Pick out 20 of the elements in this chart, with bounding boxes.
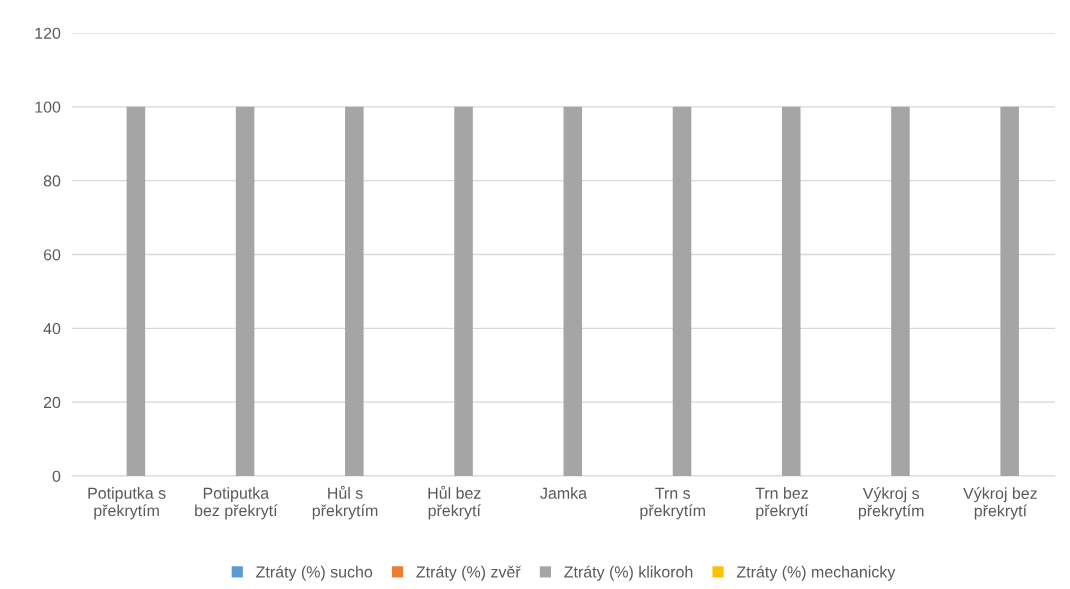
y-tick-label: 20: [43, 396, 61, 409]
x-tick-label: Trn s překrytím: [640, 487, 705, 520]
legend-label: Ztráty (%) zvěř: [416, 565, 521, 581]
y-tick-label: 120: [35, 27, 61, 39]
legend-label: Ztráty (%) sucho: [256, 565, 373, 581]
y-tick-label: 40: [43, 322, 61, 335]
legend-label: Ztráty (%) klikoroh: [564, 565, 693, 581]
x-tick-label: Výkroj bez překrytí: [963, 487, 1037, 520]
y-tick-label: 80: [43, 175, 61, 187]
y-tick-label: 60: [43, 249, 61, 261]
y-tick-label: 100: [35, 101, 61, 113]
x-tick-label: Jamka: [540, 487, 588, 499]
legend-label: Ztráty (%) mechanicky: [736, 565, 896, 581]
x-tick-label: Hůl s překrytím: [312, 485, 378, 520]
x-tick-label: Potiputka s překrytím: [88, 487, 166, 520]
x-tick-label: Trn bez překrytí: [755, 487, 809, 520]
x-tick-label: Výkroj s překrytím: [858, 487, 924, 520]
x-tick-label: Hůl bez překrytí: [428, 485, 481, 520]
y-tick-label: 0: [52, 470, 61, 482]
x-tick-label: Potiputka bez překrytí: [195, 487, 278, 520]
